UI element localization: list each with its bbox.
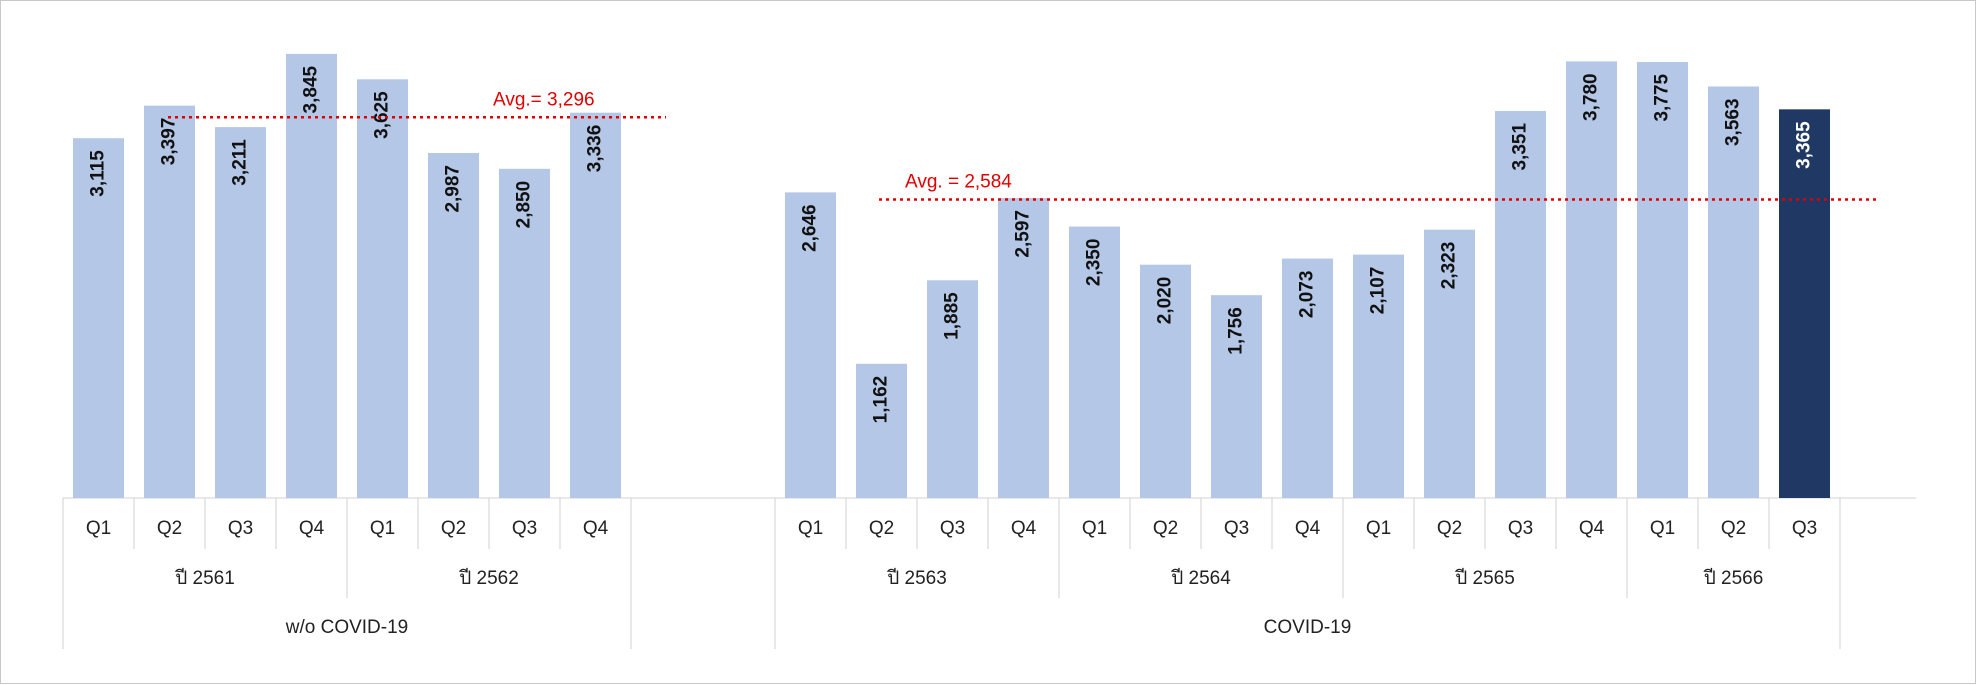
bar-value-label: 3,397 — [159, 118, 180, 166]
bar-value-label: 3,775 — [1652, 74, 1673, 122]
bar[interactable] — [1779, 109, 1830, 498]
bar-value-label: 2,350 — [1084, 239, 1105, 287]
bar[interactable] — [1495, 110, 1546, 498]
quarter-label: Q3 — [1224, 518, 1249, 539]
bar[interactable] — [1566, 61, 1617, 498]
group-label: COVID-19 — [1264, 617, 1352, 638]
year-label: ปี 2561 — [174, 567, 234, 589]
quarter-label: Q4 — [1295, 518, 1321, 539]
year-label: ปี 2562 — [458, 567, 518, 589]
bar-value-label: 2,020 — [1155, 277, 1176, 325]
bar[interactable] — [856, 363, 907, 498]
bar[interactable] — [499, 168, 550, 498]
quarter-label: Q3 — [512, 518, 537, 539]
year-label: ปี 2565 — [1454, 567, 1514, 589]
bar[interactable] — [144, 105, 195, 499]
quarter-label: Q3 — [1792, 518, 1817, 539]
quarter-label: Q1 — [1366, 518, 1391, 539]
quarter-label: Q4 — [583, 518, 609, 539]
average-label: Avg.= 3,296 — [493, 89, 595, 110]
bar-value-label: 2,073 — [1297, 271, 1318, 319]
quarter-label: Q3 — [1508, 518, 1533, 539]
bar-value-label: 2,323 — [1439, 242, 1460, 290]
bar-value-label: 3,780 — [1581, 73, 1602, 121]
bar[interactable] — [785, 192, 836, 498]
bar[interactable] — [1282, 258, 1333, 498]
quarter-label: Q2 — [1721, 518, 1746, 539]
bar[interactable] — [215, 127, 266, 498]
bar-value-label: 3,365 — [1794, 121, 1815, 169]
quarter-label: Q1 — [798, 518, 823, 539]
bar-value-label: 2,107 — [1368, 267, 1389, 315]
quarter-label: Q2 — [1153, 518, 1178, 539]
bar-value-label: 2,597 — [1013, 210, 1034, 258]
bar-value-label: 2,850 — [514, 181, 535, 229]
bar-value-label: 3,625 — [372, 91, 393, 139]
year-label: ปี 2566 — [1703, 567, 1763, 589]
quarter-label: Q4 — [1579, 518, 1605, 539]
year-label: ปี 2563 — [886, 567, 946, 589]
bar[interactable] — [570, 112, 621, 498]
bar[interactable] — [1140, 264, 1191, 498]
bar[interactable] — [1353, 254, 1404, 498]
bar-value-label: 3,211 — [230, 139, 251, 186]
bar-value-label: 3,563 — [1723, 98, 1744, 146]
quarter-label: Q4 — [1011, 518, 1037, 539]
quarter-label: Q2 — [1437, 518, 1462, 539]
quarter-label: Q3 — [940, 518, 965, 539]
bar[interactable] — [1069, 226, 1120, 498]
quarter-label: Q2 — [157, 518, 182, 539]
quarter-label: Q1 — [370, 518, 395, 539]
bar-value-label: 3,336 — [585, 125, 606, 173]
group-label: w/o COVID-19 — [285, 617, 408, 638]
quarter-label: Q1 — [1650, 518, 1675, 539]
bar[interactable] — [1708, 86, 1759, 498]
bar[interactable] — [286, 53, 337, 499]
bar-value-label: 2,646 — [800, 204, 821, 252]
bar[interactable] — [998, 198, 1049, 498]
bar[interactable] — [927, 280, 978, 498]
quarter-label: Q2 — [869, 518, 894, 539]
bar[interactable] — [73, 138, 124, 498]
bar-value-label: 1,885 — [942, 292, 963, 340]
bar[interactable] — [1424, 229, 1475, 499]
quarter-label: Q2 — [441, 518, 466, 539]
bar[interactable] — [1637, 61, 1688, 499]
bar-value-label: 3,115 — [88, 150, 109, 197]
bar[interactable] — [428, 153, 479, 498]
average-label: Avg. = 2,584 — [905, 172, 1012, 193]
bar[interactable] — [1211, 295, 1262, 498]
bar-value-label: 2,987 — [443, 165, 464, 213]
bar[interactable] — [357, 79, 408, 498]
quarter-label: Q3 — [228, 518, 253, 539]
quarter-label: Q4 — [299, 518, 325, 539]
bar-value-label: 3,845 — [301, 65, 322, 113]
bar-value-label: 3,351 — [1510, 123, 1531, 171]
year-label: ปี 2564 — [1170, 567, 1231, 589]
bar-value-label: 1,756 — [1226, 307, 1247, 355]
quarter-label: Q1 — [86, 518, 111, 539]
bar-value-label: 1,162 — [871, 376, 892, 424]
quarter-label: Q1 — [1082, 518, 1107, 539]
